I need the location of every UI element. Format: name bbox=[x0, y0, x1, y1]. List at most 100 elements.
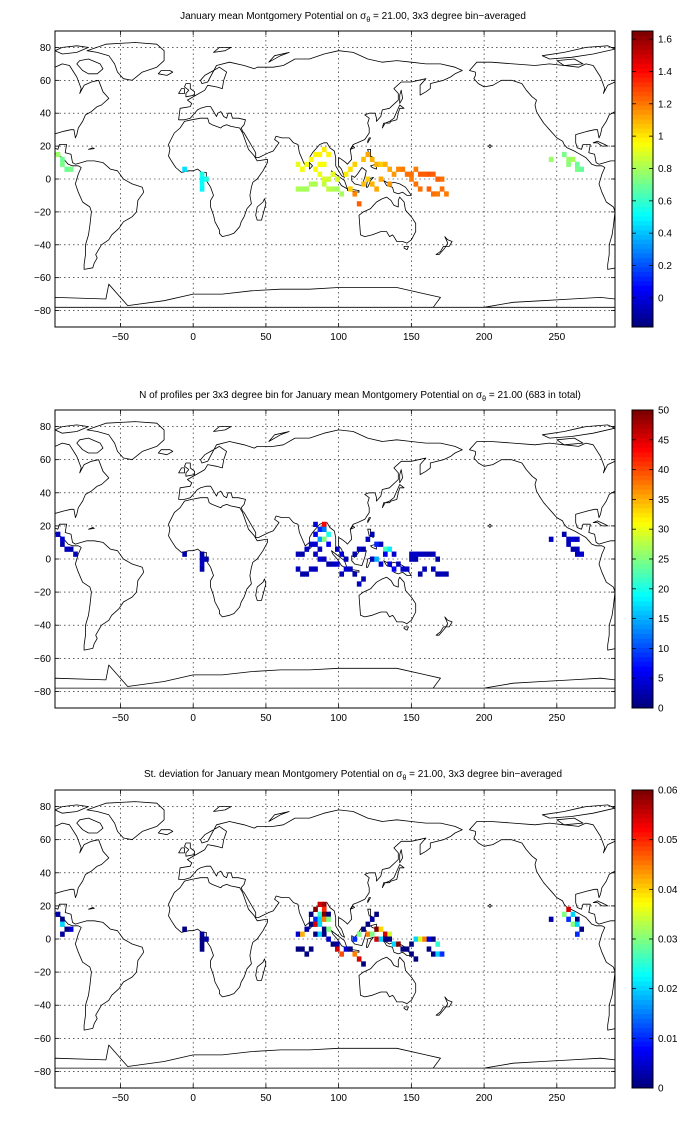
panel-standard-deviation: St. deviation for January mean Montgomer… bbox=[34, 769, 678, 1104]
y-tick-label: −60 bbox=[34, 1034, 51, 1045]
y-tick-label: −20 bbox=[34, 968, 51, 979]
bin-cell bbox=[417, 186, 423, 192]
bin-cell bbox=[400, 566, 406, 572]
coastline bbox=[469, 821, 615, 1031]
bin-cell bbox=[361, 156, 366, 163]
colorbar: 0.06 0.05 0.04 0.03 0.02 0.01 0 bbox=[631, 786, 678, 1095]
colorbar-segment bbox=[632, 461, 653, 467]
colorbar-segment bbox=[632, 591, 653, 597]
colorbar-segment bbox=[632, 790, 653, 796]
coastline bbox=[55, 283, 615, 308]
bin-cell bbox=[570, 921, 576, 927]
bin-cell bbox=[313, 521, 318, 528]
colorbar-segment bbox=[632, 966, 653, 973]
colorbar-segment bbox=[632, 971, 653, 977]
colorbar-segment bbox=[632, 855, 653, 861]
colorbar-segment bbox=[632, 976, 653, 982]
bin-cell bbox=[60, 921, 65, 927]
bin-cell bbox=[313, 181, 318, 187]
colorbar-segment bbox=[632, 77, 653, 83]
bin-cell bbox=[391, 171, 397, 177]
colorbar-segment bbox=[632, 197, 653, 203]
bin-cell bbox=[431, 936, 436, 942]
y-axis-ticks: 80 60 40 20 0 −20 −40 −60 −80 bbox=[34, 43, 615, 317]
bin-cell bbox=[422, 566, 427, 572]
bin-cell bbox=[383, 546, 388, 552]
colorbar-segment bbox=[632, 142, 653, 148]
bin-cell bbox=[68, 166, 74, 172]
coastline bbox=[213, 806, 232, 812]
coastline bbox=[255, 198, 267, 221]
colorbar-segment bbox=[632, 920, 653, 926]
bin-cell bbox=[295, 186, 301, 192]
y-tick-label: 20 bbox=[40, 901, 52, 912]
colorbar-segment bbox=[632, 220, 653, 226]
bin-cell bbox=[435, 951, 441, 957]
colorbar-segment bbox=[632, 456, 653, 462]
bin-cell bbox=[321, 521, 327, 528]
bin-cell bbox=[352, 571, 358, 577]
bin-cell bbox=[199, 931, 205, 937]
bin-cell bbox=[313, 931, 318, 937]
bin-cell bbox=[60, 536, 65, 542]
colorbar-segment bbox=[632, 901, 653, 907]
bin-cell bbox=[378, 926, 384, 932]
x-tick-label: −50 bbox=[112, 713, 129, 724]
coastline bbox=[184, 83, 196, 98]
colorbar-segment bbox=[632, 31, 653, 37]
bin-cell bbox=[199, 566, 205, 572]
colorbar-segment bbox=[632, 794, 653, 800]
colorbar-tick-label: 50 bbox=[658, 406, 670, 417]
colorbar-segment bbox=[632, 994, 653, 1001]
colorbar-segment bbox=[632, 689, 653, 695]
bin-cell bbox=[317, 901, 323, 908]
coastline bbox=[76, 58, 104, 75]
x-axis-ticks: −50 0 50 100 150 200 250 bbox=[112, 31, 566, 343]
colorbar-segment bbox=[632, 1022, 653, 1028]
colorbar-segment bbox=[632, 100, 653, 106]
colorbar-segment bbox=[632, 817, 653, 824]
bin-cell bbox=[417, 936, 423, 942]
colorbar-segment bbox=[632, 841, 653, 847]
bin-cell bbox=[391, 941, 397, 947]
coastline bbox=[178, 88, 185, 94]
bin-cell bbox=[339, 951, 345, 957]
colorbar-segment bbox=[632, 859, 653, 865]
colorbar-segment bbox=[632, 517, 653, 523]
coastline bbox=[255, 578, 267, 601]
bin-cell bbox=[575, 551, 580, 557]
coastline bbox=[351, 167, 367, 187]
bin-cells bbox=[55, 521, 585, 587]
colorbar-segment bbox=[632, 1060, 653, 1066]
coastline bbox=[349, 905, 356, 910]
colorbar-tick-label: 10 bbox=[658, 644, 670, 655]
y-tick-label: −60 bbox=[34, 273, 51, 284]
bin-cell bbox=[348, 566, 353, 572]
colorbar-segment bbox=[632, 600, 653, 607]
colorbar-segment bbox=[632, 410, 653, 416]
bin-cell bbox=[409, 171, 414, 177]
bin-cells bbox=[55, 146, 585, 207]
bin-cell bbox=[199, 551, 205, 557]
y-tick-label: 40 bbox=[40, 868, 52, 879]
bin-cell bbox=[348, 166, 353, 172]
coastline bbox=[556, 817, 584, 826]
colorbar-segment bbox=[632, 638, 653, 644]
colorbar-segment bbox=[632, 160, 653, 166]
colorbar-segment bbox=[632, 934, 653, 940]
colorbar-tick-label: 1.2 bbox=[658, 99, 672, 110]
colorbar-segment bbox=[632, 470, 653, 476]
colorbar-segment bbox=[632, 614, 653, 621]
bin-cell bbox=[204, 176, 209, 182]
colorbar-segment bbox=[632, 313, 653, 319]
bin-cell bbox=[431, 551, 436, 557]
colorbar-segment bbox=[632, 1004, 653, 1010]
colorbar-segment bbox=[632, 503, 653, 509]
colorbar-tick-label: 20 bbox=[658, 584, 670, 595]
colorbar-segment bbox=[632, 652, 653, 658]
bin-cell bbox=[321, 901, 327, 908]
bin-cell bbox=[409, 951, 414, 957]
colorbar-tick-label: 0.2 bbox=[658, 261, 672, 272]
colorbar-tick-label: 1.4 bbox=[658, 67, 672, 78]
bin-cell bbox=[365, 151, 371, 158]
